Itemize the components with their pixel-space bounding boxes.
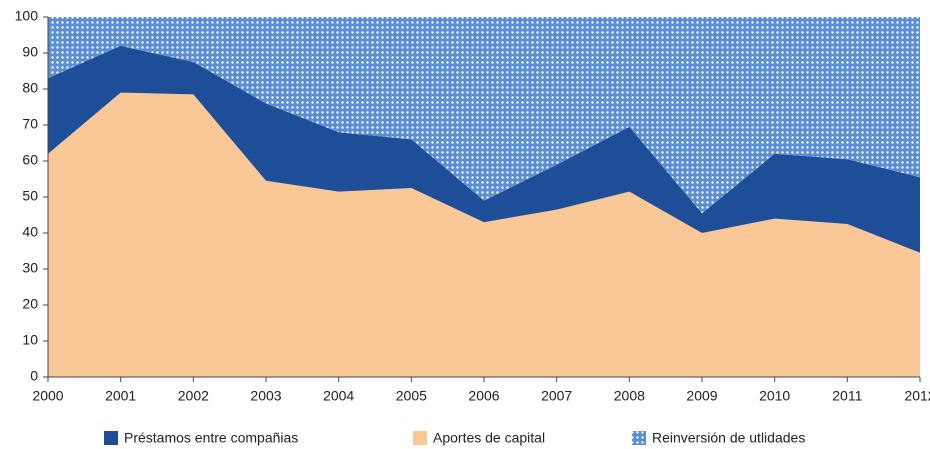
x-tick-label: 2012 — [904, 388, 930, 404]
y-tick-label: 0 — [30, 368, 38, 384]
area — [48, 92, 920, 377]
y-tick-label: 60 — [22, 152, 38, 168]
x-tick-label: 2004 — [323, 388, 354, 404]
x-tick-label: 2005 — [396, 388, 427, 404]
y-tick-label: 90 — [22, 44, 38, 60]
x-tick-label: 2000 — [32, 388, 63, 404]
x-tick-label: 2009 — [686, 388, 717, 404]
legend-swatch — [104, 431, 118, 445]
x-tick-label: 2008 — [614, 388, 645, 404]
x-tick-label: 2006 — [468, 388, 499, 404]
y-tick-label: 30 — [22, 260, 38, 276]
y-tick-label: 40 — [22, 224, 38, 240]
area — [48, 45, 920, 253]
legend-swatch — [413, 431, 427, 445]
y-tick-label: 10 — [22, 332, 38, 348]
x-tick-label: 2003 — [250, 388, 281, 404]
x-tick-label: 2007 — [541, 388, 572, 404]
y-tick-label: 50 — [22, 188, 38, 204]
legend-label: Préstamos entre compañias — [124, 430, 298, 446]
x-tick-label: 2011 — [832, 388, 862, 404]
x-tick-label: 2001 — [105, 388, 136, 404]
x-tick-label: 2002 — [178, 388, 209, 404]
y-tick-label: 80 — [22, 80, 38, 96]
x-tick-label: 2010 — [759, 388, 790, 404]
legend-label: Aportes de capital — [433, 430, 545, 446]
y-tick-label: 20 — [22, 296, 38, 312]
y-tick-label: 100 — [15, 8, 39, 24]
area — [48, 17, 920, 214]
y-tick-label: 70 — [22, 116, 38, 132]
legend-swatch — [632, 431, 646, 445]
legend-label: Reinversión de utlidades — [652, 430, 805, 446]
